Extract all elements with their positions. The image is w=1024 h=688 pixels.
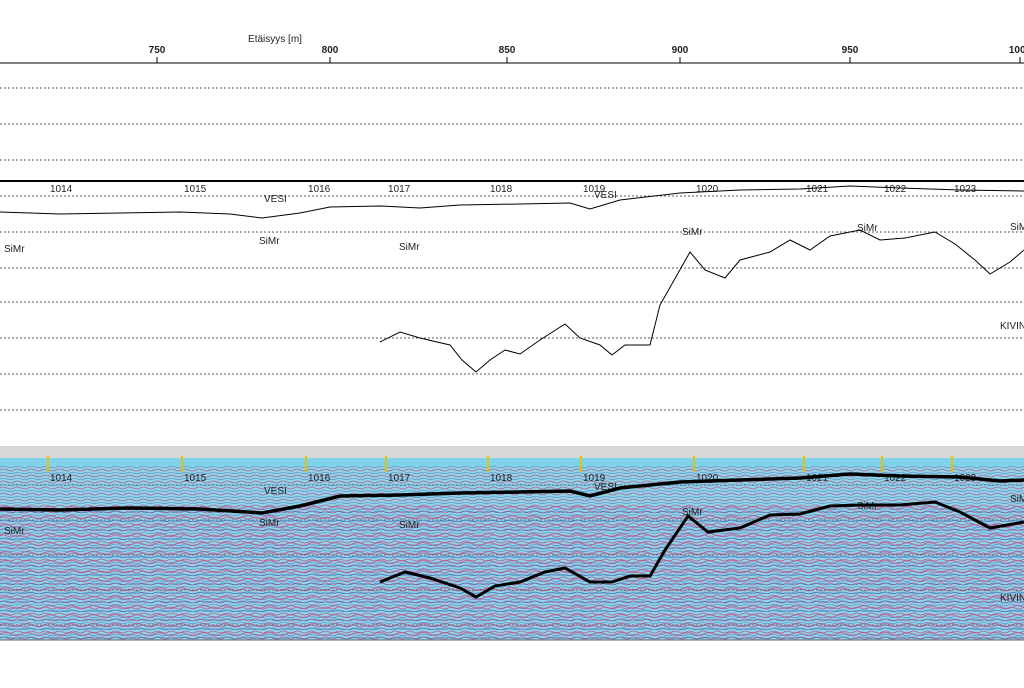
tick-label: 850 bbox=[499, 45, 516, 56]
marker-label: 1015 bbox=[184, 184, 207, 195]
marker-label: 1017 bbox=[388, 184, 411, 195]
layer-label: SiMr bbox=[857, 223, 878, 234]
layer-label: VESI bbox=[264, 486, 287, 497]
tick-label: 800 bbox=[322, 45, 339, 56]
layer-label: SiMr bbox=[399, 242, 420, 253]
layer-label: VESI bbox=[594, 190, 617, 201]
marker-label: 1016 bbox=[308, 473, 331, 484]
layer-label: VESI bbox=[264, 194, 287, 205]
layer-label: KIVIN bbox=[1000, 593, 1024, 604]
layer-label: KIVIN bbox=[1000, 321, 1024, 332]
layer-label: VESI bbox=[594, 482, 617, 493]
tick-label: 950 bbox=[842, 45, 859, 56]
axis-title: Etäisyys [m] bbox=[248, 34, 302, 45]
layer-label: SiMr bbox=[4, 244, 25, 255]
layer-label: SiMr bbox=[4, 526, 25, 537]
seabed-line bbox=[0, 185, 1024, 219]
layer-label: SiMr bbox=[259, 236, 280, 247]
marker-label: 1014 bbox=[50, 473, 73, 484]
marker-label: 1019 bbox=[583, 473, 606, 484]
lower-panel: 1014 1015 1016 1017 1018 1019 1020 1021 1022 1023… bbox=[0, 456, 1024, 626]
rock-reflector bbox=[379, 500, 1024, 599]
panel-strip bbox=[0, 446, 1024, 458]
marker-label: 1022 bbox=[884, 473, 907, 484]
upper-panel: 1014 1015 1016 1017 1018 1019 1020 1021 1022 1023… bbox=[0, 87, 1024, 411]
marker-label: 1018 bbox=[490, 473, 513, 484]
marker-label: 1020 bbox=[696, 473, 719, 484]
marker-label: 1015 bbox=[184, 473, 207, 484]
marker-label: 1020 bbox=[696, 184, 719, 195]
marker-label: 1021 bbox=[806, 184, 829, 195]
tick-label: 900 bbox=[672, 45, 689, 56]
marker-label: 1019 bbox=[583, 184, 606, 195]
layer-label: SiMr bbox=[399, 520, 420, 531]
marker-label: 1014 bbox=[50, 184, 73, 195]
layer-label: SiMr bbox=[682, 227, 703, 238]
layer-label: SiMr bbox=[1010, 494, 1024, 505]
layer-label: SiMr bbox=[1010, 222, 1024, 233]
layer-label: SiMr bbox=[682, 507, 703, 518]
marker-label: 1018 bbox=[490, 184, 513, 195]
marker-label: 1017 bbox=[388, 473, 411, 484]
layer-label: SiMr bbox=[259, 518, 280, 529]
seismic-texture bbox=[0, 505, 1024, 640]
seabed-reflector bbox=[0, 472, 1024, 515]
rock-surface-line bbox=[379, 229, 1024, 373]
marker-label: 1022 bbox=[884, 184, 907, 195]
tick-label: 1000 bbox=[1009, 45, 1024, 56]
marker-label: 1016 bbox=[308, 184, 331, 195]
marker-label: 1023 bbox=[954, 184, 977, 195]
water-column bbox=[0, 458, 1024, 466]
marker-label: 1021 bbox=[806, 473, 829, 484]
tick-label: 750 bbox=[149, 45, 166, 56]
